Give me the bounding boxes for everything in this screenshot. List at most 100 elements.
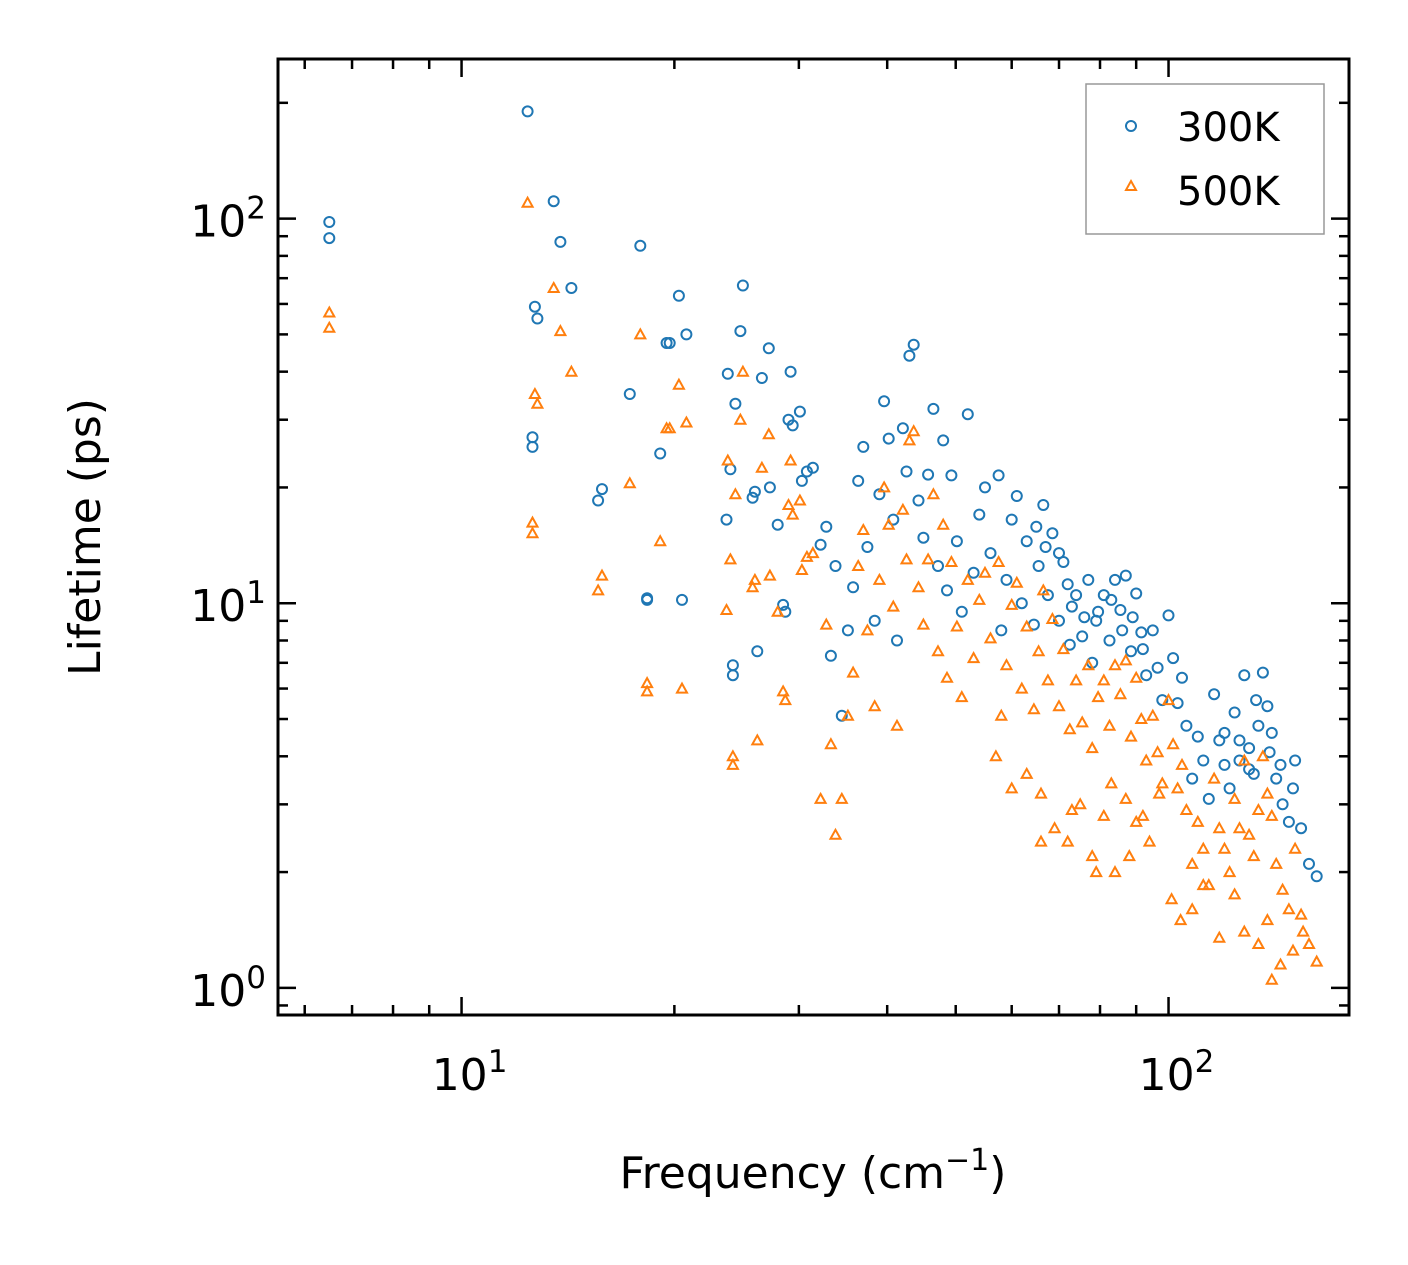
data-point-500k xyxy=(520,195,535,208)
data-point-300k xyxy=(1303,857,1315,870)
data-point-300k xyxy=(795,474,808,487)
data-point-300k xyxy=(847,581,860,594)
data-point-500k xyxy=(994,708,1008,721)
data-point-500k xyxy=(1129,670,1143,683)
data-point-300k xyxy=(1191,730,1204,743)
data-point-500k xyxy=(1045,611,1060,624)
data-point-500k xyxy=(926,487,941,500)
data-point-500k xyxy=(1061,834,1075,847)
data-point-300k xyxy=(868,614,881,627)
data-point-300k xyxy=(736,279,749,292)
data-point-300k xyxy=(1046,527,1059,540)
data-point-500k xyxy=(999,658,1014,671)
data-point-500k xyxy=(633,327,647,340)
data-point-500k xyxy=(1185,856,1199,869)
data-point-300k xyxy=(1261,700,1274,713)
data-point-500k xyxy=(1265,972,1279,985)
data-point-300k xyxy=(961,408,974,421)
data-point-300k xyxy=(973,508,986,521)
data-point-300k xyxy=(1202,792,1215,805)
data-point-300k xyxy=(1032,560,1045,572)
data-point-300k xyxy=(734,325,747,338)
data-point-300k xyxy=(857,440,870,453)
data-point-500k xyxy=(679,415,694,428)
y-tick-label: 101 xyxy=(190,575,266,632)
data-point-500k xyxy=(1166,737,1180,750)
data-point-500k xyxy=(675,681,689,694)
data-point-500k xyxy=(748,572,762,585)
data-point-300k xyxy=(1037,499,1050,511)
data-point-500k xyxy=(1269,856,1283,869)
data-point-300k xyxy=(1167,652,1180,665)
data-point-500k xyxy=(745,580,760,593)
data-point-300k xyxy=(751,645,764,658)
data-point-300k xyxy=(1070,589,1083,602)
data-point-500k xyxy=(1302,936,1316,949)
data-point-500k xyxy=(1005,597,1019,610)
data-point-300k xyxy=(1151,661,1164,674)
data-point-500k xyxy=(1075,715,1089,728)
data-point-500k xyxy=(750,733,764,746)
data-point-300k xyxy=(729,397,742,410)
data-point-500k xyxy=(983,631,998,644)
data-point-300k xyxy=(641,592,654,605)
data-point-500k xyxy=(899,552,914,565)
data-point-500k xyxy=(1237,924,1251,937)
data-point-500k xyxy=(921,552,935,565)
data-point-500k xyxy=(1260,913,1275,926)
data-point-300k xyxy=(528,300,541,313)
data-point-500k xyxy=(1251,802,1266,815)
tick-labels-layer: 101 102 100 101 102 xyxy=(190,191,1214,1101)
data-point-500k xyxy=(1191,814,1205,827)
data-point-300k xyxy=(1076,630,1089,643)
data-point-500k xyxy=(989,749,1003,762)
data-point-500k xyxy=(872,572,887,585)
data-point-500k xyxy=(1227,887,1242,900)
data-point-300k xyxy=(992,469,1005,482)
data-point-500k xyxy=(1170,781,1185,794)
data-point-500k xyxy=(931,644,945,657)
data-point-300k xyxy=(771,518,784,531)
data-point-300k xyxy=(777,598,790,611)
data-point-300k xyxy=(1065,600,1078,613)
data-point-300k xyxy=(917,531,930,544)
data-point-500k xyxy=(1260,786,1275,799)
data-point-500k xyxy=(755,460,769,473)
data-point-500k xyxy=(1139,753,1153,766)
data-point-500k xyxy=(846,665,860,678)
data-point-300k xyxy=(1270,772,1283,785)
data-point-300k xyxy=(1078,611,1091,624)
data-point-300k xyxy=(1252,719,1265,732)
data-point-300k xyxy=(1130,587,1143,600)
data-point-500k xyxy=(978,565,992,578)
legend-label-300k: 300K xyxy=(1177,105,1281,151)
data-point-300k xyxy=(755,372,768,384)
data-point-300k xyxy=(1125,645,1137,658)
data-point-300k xyxy=(932,560,944,572)
data-point-300k xyxy=(1015,597,1028,610)
data-point-500k xyxy=(564,364,579,377)
data-point-300k xyxy=(927,402,940,415)
data-point-500k xyxy=(1027,702,1041,715)
data-point-500k xyxy=(1124,729,1138,742)
data-point-300k xyxy=(1053,614,1065,627)
data-point-300k xyxy=(979,481,991,494)
data-point-500k xyxy=(1256,749,1270,762)
data-point-500k xyxy=(322,320,336,333)
data-point-500k xyxy=(916,617,931,630)
data-point-300k xyxy=(1082,573,1095,586)
data-point-500k xyxy=(1034,786,1048,799)
data-point-300k xyxy=(680,328,693,341)
data-point-500k xyxy=(595,568,609,581)
data-point-500k xyxy=(1288,841,1302,854)
data-point-500k xyxy=(961,572,975,585)
data-point-300k xyxy=(1208,688,1221,701)
data-point-500k xyxy=(860,623,875,636)
data-point-500k xyxy=(1265,808,1279,821)
data-point-500k xyxy=(786,507,800,520)
data-point-300k xyxy=(824,649,837,662)
data-point-300k xyxy=(323,232,336,245)
data-point-300k xyxy=(1310,870,1323,883)
legend: 300K 500K xyxy=(1085,83,1325,235)
data-point-500k xyxy=(1207,771,1221,784)
